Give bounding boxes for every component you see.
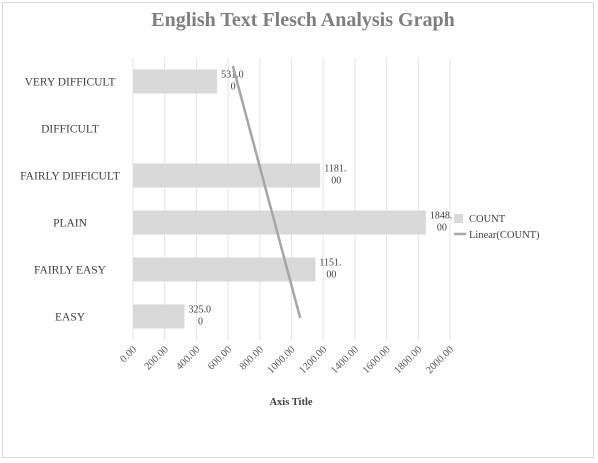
x-tick-8: 1600.00 <box>361 344 393 376</box>
data-label-very-difficult-line2: 0 <box>231 82 236 93</box>
category-label-fairly-easy: FAIRLY EASY <box>34 265 107 277</box>
category-label-difficult: DIFFICULT <box>41 124 99 136</box>
data-label-fairly-easy-line2: 00 <box>326 270 336 281</box>
data-label-fairly-difficult-line2: 00 <box>331 176 341 187</box>
x-tick-9: 1800.00 <box>393 344 425 376</box>
x-tick-1: 200.00 <box>143 344 171 372</box>
data-label-fairly-easy-line1: 1151. <box>319 258 341 269</box>
x-tick-2: 400.00 <box>174 344 202 372</box>
x-tick-10: 2000.00 <box>424 344 456 376</box>
x-tick-labels: 0.00 200.00 400.00 600.00 800.00 1000.00 1200.… <box>118 344 456 376</box>
x-tick-7: 1400.00 <box>329 344 361 376</box>
data-label-easy-line1: 325.0 <box>189 305 212 316</box>
legend-swatch-count <box>454 214 463 223</box>
x-tick-0: 0.00 <box>118 344 139 365</box>
x-tick-5: 1000.00 <box>266 344 298 376</box>
bars <box>133 69 426 329</box>
data-label-easy-line2: 0 <box>198 317 203 328</box>
bar-fairly-difficult <box>133 163 321 188</box>
category-label-fairly-difficult: FAIRLY DIFFICULT <box>20 171 120 183</box>
legend: COUNT Linear(COUNT) <box>454 214 540 241</box>
gridlines <box>132 58 451 340</box>
trendline <box>231 65 302 319</box>
x-tick-4: 800.00 <box>238 344 266 372</box>
x-tick-3: 600.00 <box>206 344 234 372</box>
category-label-plain: PLAIN <box>53 218 88 230</box>
legend-label-count: COUNT <box>469 214 506 225</box>
legend-label-trendline: Linear(COUNT) <box>469 230 540 241</box>
bar-plain <box>133 210 426 235</box>
data-label-plain-line1: 1848. <box>430 211 453 222</box>
bar-easy <box>133 304 185 329</box>
data-label-plain-line2: 00 <box>437 223 447 234</box>
data-label-fairly-difficult-line1: 1181. <box>324 164 346 175</box>
x-tick-6: 1200.00 <box>297 344 329 376</box>
bar-very-difficult <box>133 69 218 94</box>
trendline-linear-count <box>231 65 302 319</box>
category-label-easy: EASY <box>55 312 86 324</box>
x-axis-title: Axis Title <box>269 397 312 408</box>
category-labels: VERY DIFFICULT DIFFICULT FAIRLY DIFFICULT P… <box>20 77 120 324</box>
chart-title: English Text Flesch Analysis Graph <box>151 9 454 31</box>
data-label-very-difficult-line1: 531.0 <box>221 70 244 81</box>
category-label-very-difficult: VERY DIFFICULT <box>25 77 116 89</box>
